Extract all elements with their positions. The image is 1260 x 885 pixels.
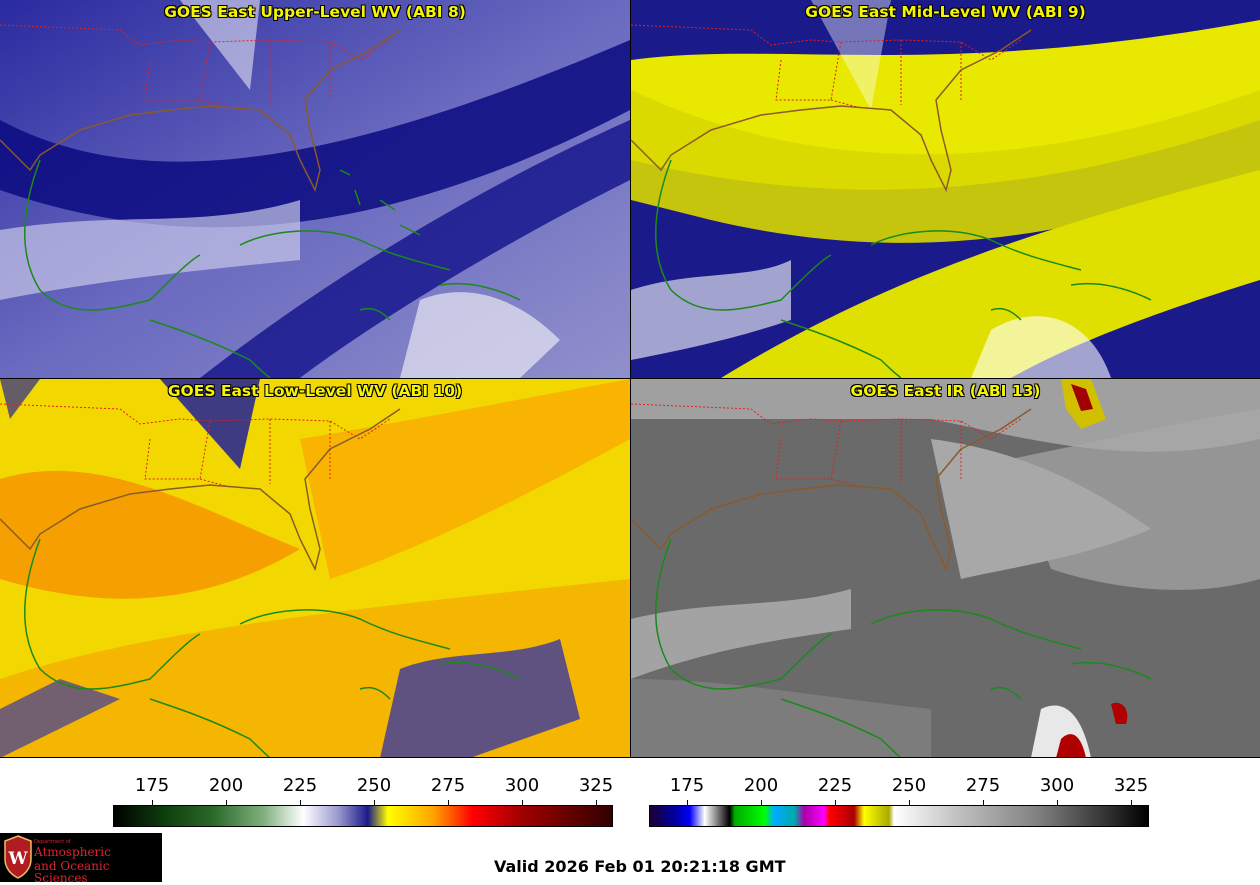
ir-image (631, 379, 1260, 758)
colorbar-tick (300, 800, 301, 805)
panel-title: GOES East Upper-Level WV (ABI 8) (164, 3, 466, 21)
colorbar-tick (909, 800, 910, 805)
colorbar-tick (152, 800, 153, 805)
valid-time-label: Valid 2026 Feb 01 20:21:18 GMT (494, 857, 786, 876)
panel-title: GOES East IR (ABI 13) (850, 382, 1041, 400)
colorbar-tick (1057, 800, 1058, 805)
panel-upper-level-wv: GOES East Upper-Level WV (ABI 8) (0, 0, 630, 378)
crest-letter: W (7, 849, 28, 869)
colorbar-tick (374, 800, 375, 805)
colorbar-tick-label: 275 (965, 775, 1001, 796)
low-level-wv-image (0, 379, 630, 758)
panel-divider-vertical (630, 0, 631, 758)
logo-atmospheric-text: Atmospheric (34, 845, 111, 859)
panel-mid-level-wv: GOES East Mid-Level WV (ABI 9) (631, 0, 1260, 378)
colorbar-tick-label: 325 (1113, 775, 1149, 796)
colorbar-tick-label: 250 (356, 775, 392, 796)
aos-logo: W Department of Atmospheric and Oceanic … (0, 833, 162, 885)
mid-level-wv-image (631, 0, 1260, 378)
colorbar-tick-label: 275 (430, 775, 466, 796)
colorbar-tick (1131, 800, 1132, 805)
panel-title: GOES East Mid-Level WV (ABI 9) (805, 3, 1086, 21)
colorbar-tick (226, 800, 227, 805)
panel-divider-horizontal (0, 378, 1260, 379)
panel-title: GOES East Low-Level WV (ABI 10) (167, 382, 463, 400)
colorbar-tick-label: 300 (504, 775, 540, 796)
colorbar-tick (596, 800, 597, 805)
logo-oceanic-text: and Oceanic Sciences (34, 859, 110, 885)
panel-low-level-wv: GOES East Low-Level WV (ABI 10) (0, 379, 630, 758)
colorbar-tick (761, 800, 762, 805)
wv-colorbar (113, 805, 613, 827)
panel-bottom-border (0, 757, 1260, 758)
colorbar-tick (983, 800, 984, 805)
colorbar-tick (448, 800, 449, 805)
logo-department-text: Department of (34, 839, 71, 845)
upper-level-wv-image (0, 0, 630, 378)
colorbar-tick-label: 250 (891, 775, 927, 796)
colorbar-tick-label: 225 (817, 775, 853, 796)
colorbar-tick-label: 175 (669, 775, 705, 796)
colorbar-tick (835, 800, 836, 805)
panel-ir: GOES East IR (ABI 13) (631, 379, 1260, 758)
colorbar-tick-label: 325 (578, 775, 614, 796)
colorbar-tick-label: 300 (1039, 775, 1075, 796)
colorbar-tick-label: 225 (282, 775, 318, 796)
colorbar-tick (522, 800, 523, 805)
ir-colorbar (649, 805, 1149, 827)
colorbar-tick-label: 200 (743, 775, 779, 796)
colorbar-tick (687, 800, 688, 805)
uw-crest-icon: W (4, 835, 32, 879)
colorbar-tick-label: 200 (208, 775, 244, 796)
colorbar-tick-label: 175 (134, 775, 170, 796)
